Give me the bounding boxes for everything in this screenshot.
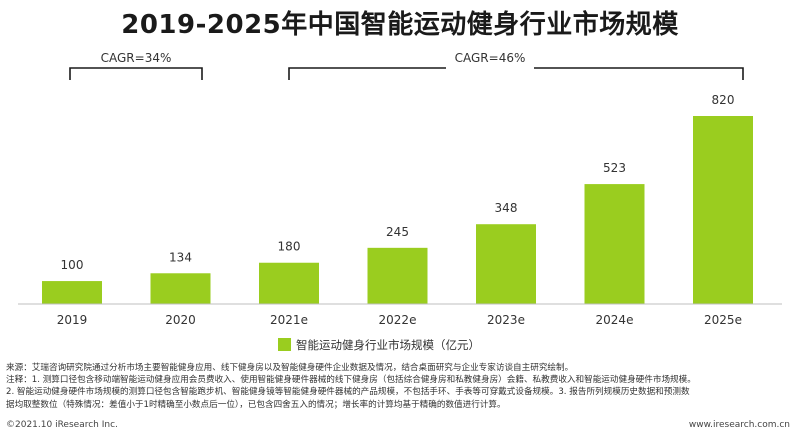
- value-label: 523: [603, 161, 626, 175]
- category-label: 2024e: [596, 313, 634, 327]
- value-label: 245: [386, 225, 409, 239]
- note-line: 注释：1. 测算口径包含移动端智能运动健身应用会员费收入、使用智能健身硬件器械的…: [6, 375, 696, 386]
- bar-2020: [150, 273, 211, 304]
- note-line: 据均取整数位（特殊情况：差值小于1时精确至小数点后一位），已包含四舍五入的情况；…: [6, 399, 506, 410]
- value-label: 820: [712, 93, 735, 107]
- page-title: 2019-2025年中国智能运动健身行业市场规模: [121, 10, 679, 40]
- legend-swatch: [278, 338, 291, 351]
- cagr-label-2: CAGR=46%: [455, 51, 526, 65]
- category-label: 2025e: [704, 313, 742, 327]
- value-label: 100: [61, 258, 84, 272]
- cagr-label-1: CAGR=34%: [101, 51, 172, 65]
- bar-2024e: [584, 184, 645, 304]
- category-label: 2021e: [270, 313, 308, 327]
- copyright: ©2021.10 iResearch Inc.: [6, 420, 118, 430]
- labels-layer: 100 2019 134 2020 180 2021e 245 2022e 348 2023e 52…: [57, 93, 742, 327]
- website: www.iresearch.com.cn: [688, 420, 790, 430]
- notes: 来源：艾瑞咨询研究院通过分析市场主要智能健身应用、线下健身房以及智能健身硬件企业…: [6, 362, 796, 411]
- cagr-bracket-1: CAGR=34%: [69, 51, 203, 80]
- bar-2022e: [367, 247, 428, 304]
- note-line: 2. 智能运动健身硬件市场规模的测算口径包含智能跑步机、智能健身镜等智能健身硬件…: [6, 387, 690, 398]
- cagr-bracket-2: CAGR=46%: [288, 51, 744, 80]
- legend: 智能运动健身行业市场规模（亿元）: [278, 338, 480, 352]
- value-label: 348: [495, 201, 518, 215]
- legend-label: 智能运动健身行业市场规模（亿元）: [296, 338, 480, 352]
- bar-2025e: [693, 116, 753, 304]
- category-label: 2019: [57, 313, 88, 327]
- bar-chart: 100 2019 134 2020 180 2021e 245 2022e 348 2023e 52…: [18, 51, 782, 352]
- category-label: 2023e: [487, 313, 525, 327]
- bar-2021e: [259, 262, 319, 304]
- bar-2023e: [476, 224, 536, 304]
- category-label: 2020: [165, 313, 196, 327]
- category-label: 2022e: [379, 313, 417, 327]
- bar-2019: [42, 281, 102, 304]
- value-label: 180: [278, 240, 301, 254]
- note-line: 来源：艾瑞咨询研究院通过分析市场主要智能健身应用、线下健身房以及智能健身硬件企业…: [6, 363, 574, 373]
- value-label: 134: [169, 250, 192, 264]
- bars-layer: [42, 116, 753, 304]
